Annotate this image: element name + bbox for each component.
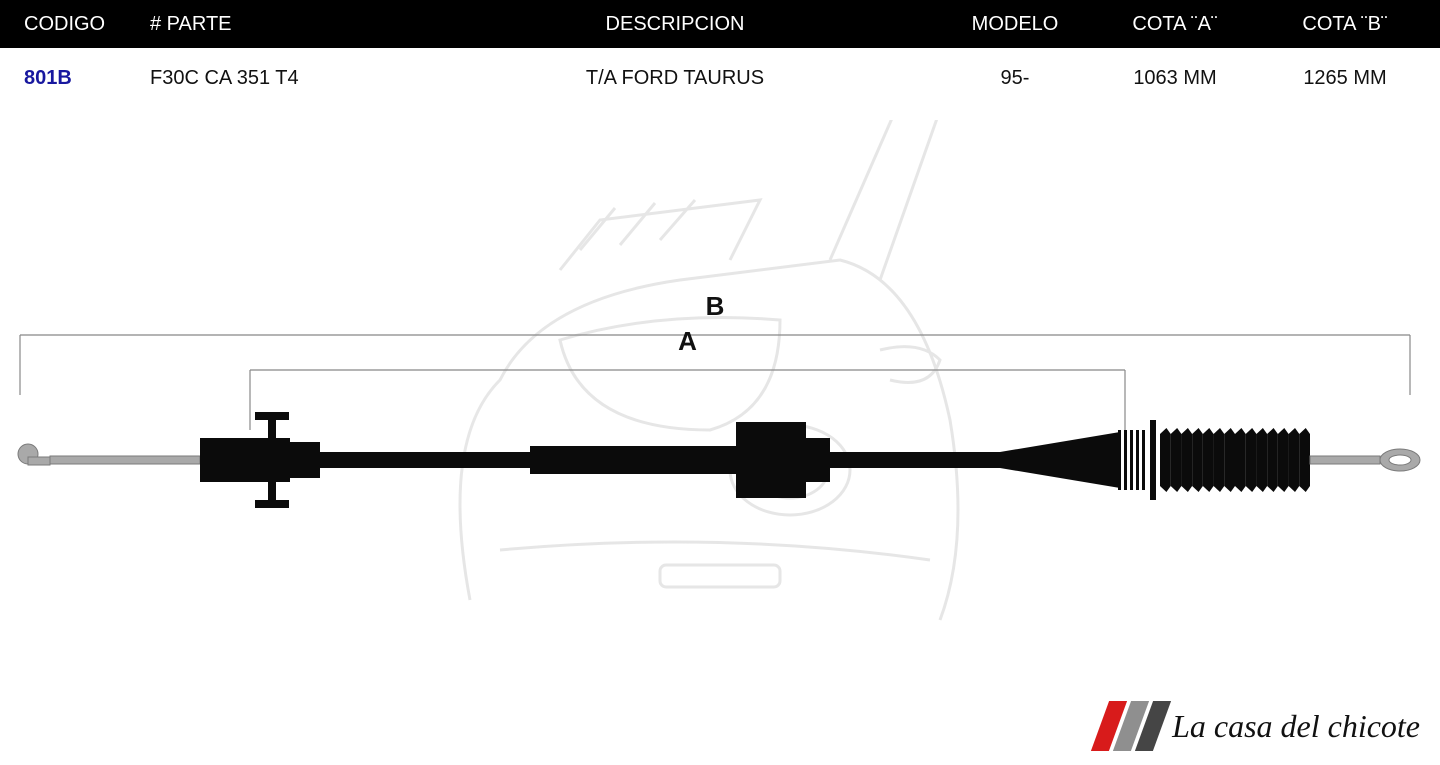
table-row: 801B F30C CA 351 T4 T/A FORD TAURUS 95- … [0, 48, 1440, 108]
header-codigo: CODIGO [0, 13, 150, 36]
header-cota-a: COTA ¨A¨ [1090, 13, 1260, 36]
cell-parte: F30C CA 351 T4 [150, 67, 410, 90]
cell-cota-b: 1265 MM [1260, 67, 1430, 90]
svg-text:B: B [706, 291, 725, 321]
header-cota-b: COTA ¨B¨ [1260, 13, 1430, 36]
header-descripcion: DESCRIPCION [410, 13, 940, 36]
brand-stripes [1091, 701, 1171, 751]
cell-modelo: 95- [940, 67, 1090, 90]
svg-text:A: A [678, 326, 697, 356]
brand-footer: La casa del chicote [1100, 701, 1420, 751]
cell-codigo: 801B [0, 67, 150, 90]
table-header: CODIGO # PARTE DESCRIPCION MODELO COTA ¨… [0, 0, 1440, 48]
cell-cota-a: 1063 MM [1090, 67, 1260, 90]
header-parte: # PARTE [150, 13, 410, 36]
cable-diagram: BA [0, 120, 1440, 680]
cell-descripcion: T/A FORD TAURUS [410, 67, 940, 90]
header-modelo: MODELO [940, 13, 1090, 36]
brand-text: La casa del chicote [1172, 708, 1420, 745]
